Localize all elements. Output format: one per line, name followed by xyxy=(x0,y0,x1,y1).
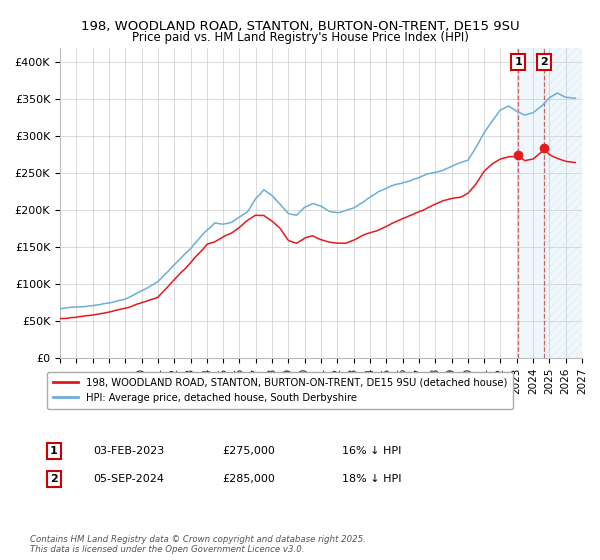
Bar xyxy=(518,48,544,358)
Text: 16% ↓ HPI: 16% ↓ HPI xyxy=(342,446,401,456)
Text: Contains HM Land Registry data © Crown copyright and database right 2025.
This d: Contains HM Land Registry data © Crown c… xyxy=(30,535,366,554)
Text: 03-FEB-2023: 03-FEB-2023 xyxy=(93,446,164,456)
Bar xyxy=(544,48,582,358)
Text: Price paid vs. HM Land Registry's House Price Index (HPI): Price paid vs. HM Land Registry's House … xyxy=(131,31,469,44)
Text: 1: 1 xyxy=(50,446,58,456)
Text: 2: 2 xyxy=(50,474,58,484)
Text: £285,000: £285,000 xyxy=(222,474,275,484)
Text: 2: 2 xyxy=(540,57,548,67)
Text: 1: 1 xyxy=(514,57,522,67)
Text: 198, WOODLAND ROAD, STANTON, BURTON-ON-TRENT, DE15 9SU: 198, WOODLAND ROAD, STANTON, BURTON-ON-T… xyxy=(80,20,520,32)
Text: 18% ↓ HPI: 18% ↓ HPI xyxy=(342,474,401,484)
Legend: 198, WOODLAND ROAD, STANTON, BURTON-ON-TRENT, DE15 9SU (detached house), HPI: Av: 198, WOODLAND ROAD, STANTON, BURTON-ON-T… xyxy=(47,372,514,409)
Text: 05-SEP-2024: 05-SEP-2024 xyxy=(93,474,164,484)
Text: £275,000: £275,000 xyxy=(222,446,275,456)
